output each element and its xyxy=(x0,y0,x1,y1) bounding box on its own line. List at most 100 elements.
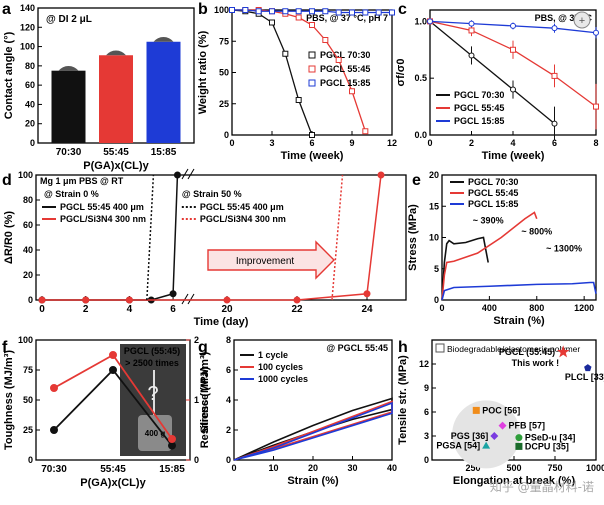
annotation: Improvement xyxy=(236,256,295,267)
data-point xyxy=(593,103,599,110)
y-tick-label: 0 xyxy=(424,455,429,465)
legend-marker xyxy=(435,343,445,353)
y-tick-label: 60 xyxy=(23,220,33,230)
data-point xyxy=(498,421,507,430)
y2-tick-label: 0 xyxy=(194,455,199,465)
y-axis-label: Toughness (MJ/m³) xyxy=(3,350,15,450)
x-tick-label: 8 xyxy=(593,138,598,148)
data-point xyxy=(515,434,523,442)
annotation: > 2500 times xyxy=(125,358,179,368)
annotation: 400 g xyxy=(145,429,166,438)
data-point xyxy=(282,8,289,15)
x-tick-label: 1200 xyxy=(574,303,594,313)
panel-letter-d: d xyxy=(2,172,12,189)
data-point xyxy=(551,72,558,79)
y-axis-label: Tensile str. (MPa) xyxy=(397,355,409,445)
data-point xyxy=(377,171,385,179)
legend-label: PGCL 70:30 xyxy=(454,90,504,100)
legend-label: PGCL 55:45 400 μm xyxy=(60,202,144,212)
y-tick-label: 10 xyxy=(429,233,439,243)
droplet-icon xyxy=(153,37,174,42)
x-tick-label: 40 xyxy=(387,463,397,473)
data-point xyxy=(349,9,355,16)
y2-tick-label: 2 xyxy=(194,335,199,345)
panel-letter-a: a xyxy=(2,1,11,18)
legend-label: Biodegradable/elastomeric polymer xyxy=(447,344,580,354)
y-axis-label: Contact angle (°) xyxy=(3,31,15,119)
y-tick-label: 80 xyxy=(23,195,33,205)
data-point xyxy=(468,27,475,34)
point-label: PGS [36] xyxy=(451,431,489,441)
data-point xyxy=(349,88,355,95)
axis-break xyxy=(181,293,189,305)
x-tick-label: 1000 xyxy=(586,463,604,473)
legend-label: PGCL 15:85 xyxy=(320,78,370,88)
y-tick-label: 25 xyxy=(219,99,229,109)
y-tick-label: 50 xyxy=(23,395,33,405)
data-point xyxy=(109,366,117,374)
data-point xyxy=(168,441,176,450)
panel-h: 250 500 750 1000 0 3 6 9 12 Elongation at break (… xyxy=(397,339,604,487)
data-point xyxy=(510,22,516,29)
y-axis-label: ΔR/R0 (%) xyxy=(3,211,15,264)
annotation: @ DI 2 μL xyxy=(46,14,92,25)
series-line xyxy=(231,9,313,136)
annotation: ~ 800% xyxy=(521,227,552,237)
data-point xyxy=(427,18,433,25)
data-point xyxy=(269,19,275,26)
legend-label: PGCL/Si3N4 300 nm xyxy=(60,214,146,224)
annotation: This work ! xyxy=(512,358,560,368)
series-line xyxy=(441,211,538,301)
panel-letter-g: g xyxy=(198,339,208,356)
y-tick-label: 140 xyxy=(20,3,35,13)
data-point xyxy=(223,296,231,304)
data-point xyxy=(50,384,58,392)
x-tick-label: 0 xyxy=(427,138,432,148)
legend-label: 1 cycle xyxy=(258,350,288,360)
x-tick-label: 70:30 xyxy=(56,147,82,158)
bar-15:85 xyxy=(146,41,181,143)
y-axis-label: σf/σ0 xyxy=(395,59,407,87)
y-tick-label: 12 xyxy=(419,359,429,369)
y-tick-label: 75 xyxy=(23,365,33,375)
series-loop xyxy=(233,397,393,461)
svg-text:+: + xyxy=(579,15,585,27)
x-axis-label: Time (week) xyxy=(281,150,344,162)
point-label: PGSA [54] xyxy=(436,441,480,451)
point-label: PGCL (55:45) xyxy=(499,347,555,357)
crosshair-icon: + xyxy=(573,11,591,29)
x-tick-label: 10 xyxy=(268,463,278,473)
legend-label: 100 cycles xyxy=(258,362,303,372)
hook-icon: ? xyxy=(147,383,158,405)
y-tick-label: 4 xyxy=(226,395,231,405)
data-point xyxy=(109,351,117,359)
y2-tick-label: 1 xyxy=(194,395,199,405)
legend-label: PGCL 55:45 xyxy=(320,64,370,74)
legend-label: PGCL 70:30 xyxy=(320,50,370,60)
data-point xyxy=(38,296,46,304)
sample-photo: ? PGCL (55:45) > 2500 times 400 g xyxy=(120,344,186,456)
data-point xyxy=(584,364,592,372)
data-point xyxy=(82,296,90,304)
series-line xyxy=(441,281,597,301)
y-tick-label: 75 xyxy=(219,36,229,46)
x-tick-label: 4 xyxy=(510,138,515,148)
y-tick-label: 0 xyxy=(434,295,439,305)
x-tick-label: 3 xyxy=(269,138,274,148)
x-tick-label: 0 xyxy=(439,303,444,313)
y-tick-label: 1.0 xyxy=(414,16,427,26)
x-tick-label: 15:85 xyxy=(159,464,185,475)
x-tick-label: 0 xyxy=(229,138,234,148)
x-tick-label: 2 xyxy=(469,138,474,148)
x-tick-label: 800 xyxy=(529,303,544,313)
panel-letter-e: e xyxy=(412,172,421,189)
data-point xyxy=(242,7,249,13)
y-tick-label: 50 xyxy=(219,68,229,78)
chart-title: @ PGCL 55:45 xyxy=(326,343,388,353)
data-point xyxy=(556,345,570,358)
series-line xyxy=(146,174,155,301)
data-point xyxy=(255,8,262,15)
legend-label: 1000 cycles xyxy=(258,374,308,384)
y-tick-label: 9 xyxy=(424,383,429,393)
